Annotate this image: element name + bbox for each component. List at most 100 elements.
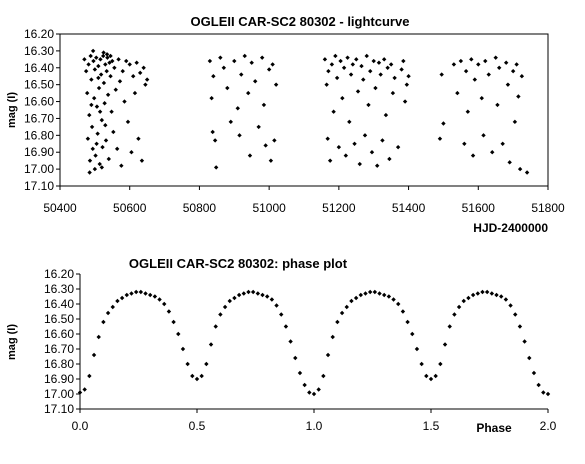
data-point bbox=[382, 292, 387, 298]
data-point bbox=[122, 99, 127, 104]
data-point bbox=[359, 63, 364, 69]
data-point bbox=[486, 72, 491, 77]
x-ticks: 0.0 0.5 1.0 1.5 2.0 bbox=[72, 409, 557, 433]
data-point bbox=[95, 131, 100, 136]
chart-title: OGLEII CAR-SC2 80302: phase plot bbox=[129, 256, 348, 271]
data-point bbox=[358, 292, 363, 298]
plot-frame bbox=[59, 33, 549, 187]
data-point bbox=[242, 53, 247, 59]
data-point bbox=[385, 65, 390, 70]
data-point bbox=[273, 82, 279, 87]
data-point bbox=[106, 156, 111, 162]
data-point bbox=[114, 146, 120, 152]
data-point bbox=[105, 310, 111, 316]
data-point bbox=[500, 141, 505, 146]
data-point bbox=[218, 312, 223, 317]
data-point bbox=[345, 55, 350, 60]
data-point bbox=[213, 165, 219, 170]
data-point bbox=[336, 144, 342, 150]
data-point bbox=[466, 295, 471, 301]
data-point bbox=[513, 312, 518, 317]
chart-title: OGLEII CAR-SC2 80302 - lightcurve bbox=[191, 14, 410, 29]
data-point bbox=[442, 342, 448, 347]
y-tick-label: 16.50 bbox=[44, 312, 74, 326]
data-point bbox=[101, 80, 107, 86]
data-point bbox=[461, 298, 466, 304]
data-point bbox=[190, 373, 195, 379]
data-point bbox=[369, 150, 375, 155]
data-point bbox=[283, 324, 289, 329]
data-point bbox=[387, 156, 392, 162]
x-tick-label: 50800 bbox=[183, 201, 217, 215]
data-point bbox=[288, 339, 293, 344]
data-point bbox=[85, 136, 91, 141]
data-point bbox=[476, 62, 481, 67]
data-point bbox=[364, 53, 369, 59]
data-point bbox=[253, 79, 258, 84]
data-point bbox=[96, 75, 101, 81]
data-point bbox=[383, 112, 389, 118]
data-point bbox=[479, 95, 484, 101]
x-tick-label: 0.5 bbox=[189, 419, 206, 433]
data-point bbox=[338, 58, 343, 64]
data-point bbox=[505, 82, 511, 87]
data-point bbox=[97, 109, 103, 114]
data-point bbox=[428, 376, 434, 382]
data-point bbox=[279, 312, 284, 317]
data-point bbox=[325, 136, 330, 141]
y-tick-label: 17.00 bbox=[44, 387, 74, 401]
data-point bbox=[194, 376, 200, 382]
data-point bbox=[171, 319, 176, 325]
data-point bbox=[110, 304, 115, 310]
y-tick-label: 16.50 bbox=[24, 78, 54, 92]
data-point bbox=[343, 153, 349, 158]
data-point bbox=[340, 95, 345, 101]
data-point bbox=[250, 289, 256, 295]
data-point bbox=[480, 289, 485, 295]
data-point bbox=[465, 109, 471, 114]
data-point bbox=[134, 60, 139, 65]
data-point bbox=[110, 58, 115, 64]
data-point bbox=[101, 319, 106, 325]
x-tick-label: 50600 bbox=[113, 201, 147, 215]
data-point bbox=[481, 133, 486, 138]
data-point bbox=[96, 85, 102, 91]
data-point bbox=[349, 298, 354, 304]
data-point bbox=[469, 57, 474, 62]
data-point bbox=[344, 304, 349, 310]
data-point bbox=[232, 295, 237, 301]
x-tick-label: 50400 bbox=[43, 201, 77, 215]
data-point bbox=[462, 141, 467, 146]
data-point bbox=[484, 289, 490, 295]
data-point bbox=[322, 57, 328, 62]
y-tick-label: 16.80 bbox=[24, 128, 54, 142]
data-point bbox=[536, 382, 541, 388]
data-point bbox=[456, 304, 462, 310]
y-tick-label: 16.60 bbox=[44, 327, 74, 341]
data-point bbox=[120, 68, 125, 74]
data-point bbox=[545, 391, 551, 397]
data-point bbox=[297, 370, 303, 376]
data-point bbox=[228, 119, 233, 125]
data-point bbox=[129, 150, 134, 155]
data-point bbox=[517, 324, 523, 329]
data-point bbox=[96, 63, 101, 69]
data-point bbox=[497, 65, 502, 70]
data-point bbox=[225, 85, 230, 91]
data-point bbox=[91, 352, 97, 358]
y-axis-label: mag (I) bbox=[6, 324, 18, 360]
data-point bbox=[218, 55, 223, 60]
data-point bbox=[88, 53, 93, 59]
data-point bbox=[143, 291, 148, 296]
data-point bbox=[235, 106, 240, 111]
data-point bbox=[269, 297, 275, 302]
data-point bbox=[490, 150, 495, 155]
data-point bbox=[366, 102, 371, 108]
data-point bbox=[132, 90, 138, 96]
data-point bbox=[246, 289, 251, 295]
data-point bbox=[353, 295, 359, 301]
data-point bbox=[433, 373, 438, 379]
data-point bbox=[152, 294, 158, 299]
data-point bbox=[87, 170, 92, 175]
data-point bbox=[330, 334, 335, 340]
